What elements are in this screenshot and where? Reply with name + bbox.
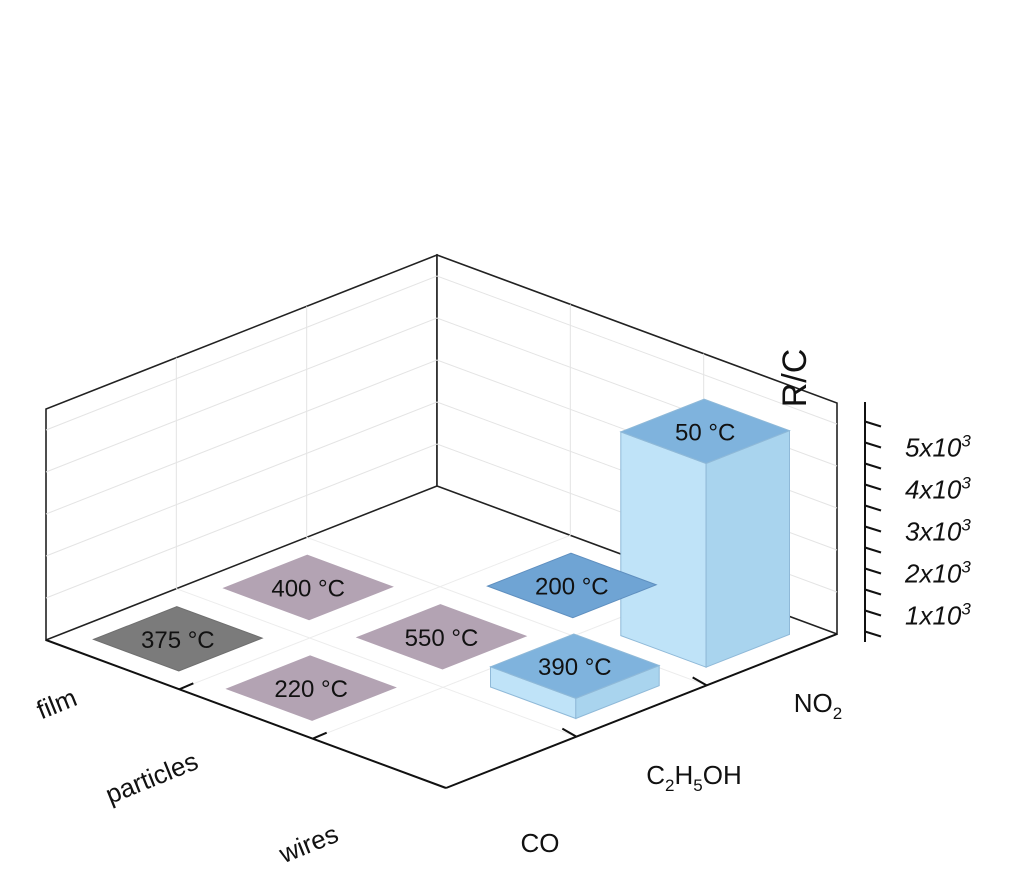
z-axis-title: R/C [776,349,814,408]
bar-top-face [222,554,394,621]
morphology-label: wires [274,818,342,869]
bar-particles-NO2 [489,633,661,720]
gas-tick [312,731,328,740]
morphology-tick [692,676,708,687]
z-tick [864,504,882,512]
z-tick [864,525,882,533]
gas-label: C2H5OH [646,760,742,795]
gas-tick [178,682,194,691]
gas-axis-line [445,633,838,789]
z-tick [864,630,882,638]
z-tick-label: 2x103 [904,558,971,589]
floor-gridline [179,534,571,690]
gas-label: NO2 [794,688,842,723]
bar-wires-C2H5OH [225,655,397,721]
chart-labels: 50 °C 200 °C 390 °C 550 °C 400 °C 220 °C 375 °… [141,419,735,703]
chart-axes: 1x103 2x103 3x103 4x103 5x103 film particles wi… [32,402,971,869]
bar-film-C2H5OH [486,552,658,619]
floor-gridline [176,588,577,738]
bar-top-face [225,655,397,721]
z-tick [864,420,882,428]
bar-top-face [355,604,528,670]
gas-label: CO [521,828,560,858]
bar-side-face [705,429,790,668]
morphology-tick [561,727,577,738]
bar-front-face [620,431,707,668]
z-tick [864,609,882,617]
z-tick-label: 1x103 [905,600,971,631]
morphology-label: particles [101,746,202,810]
z-tick-label: 5x103 [905,432,971,463]
bar-data-label: 400 °C [271,575,345,602]
bar-data-label: 220 °C [274,676,348,703]
z-tick [864,462,882,470]
chart-bars [92,398,791,721]
bar-data-label: 50 °C [675,419,735,446]
z-tick-label: 3x103 [905,516,971,547]
bar-particles-CO [222,554,394,621]
bar-data-label: 550 °C [405,625,479,652]
bar-data-label: 200 °C [535,573,609,600]
morphology-axis-line [45,639,447,789]
morphology-label: film [32,682,81,725]
z-tick [864,483,882,491]
bar-film-NO2 [619,398,791,668]
z-tick [864,441,882,449]
bar-top-face [489,633,661,699]
bar-data-label: 390 °C [538,654,612,681]
z-tick [864,546,882,554]
bar-data-label: 375 °C [141,627,215,654]
bar-top-face [92,606,264,672]
bar-top-face [486,552,658,619]
bar-top-face [619,398,791,465]
bar-particles-C2H5OH [355,604,528,670]
bar-wires-CO [92,606,264,672]
z-tick-label: 4x103 [905,474,971,505]
z-tick [864,567,882,575]
z-tick [864,588,882,596]
